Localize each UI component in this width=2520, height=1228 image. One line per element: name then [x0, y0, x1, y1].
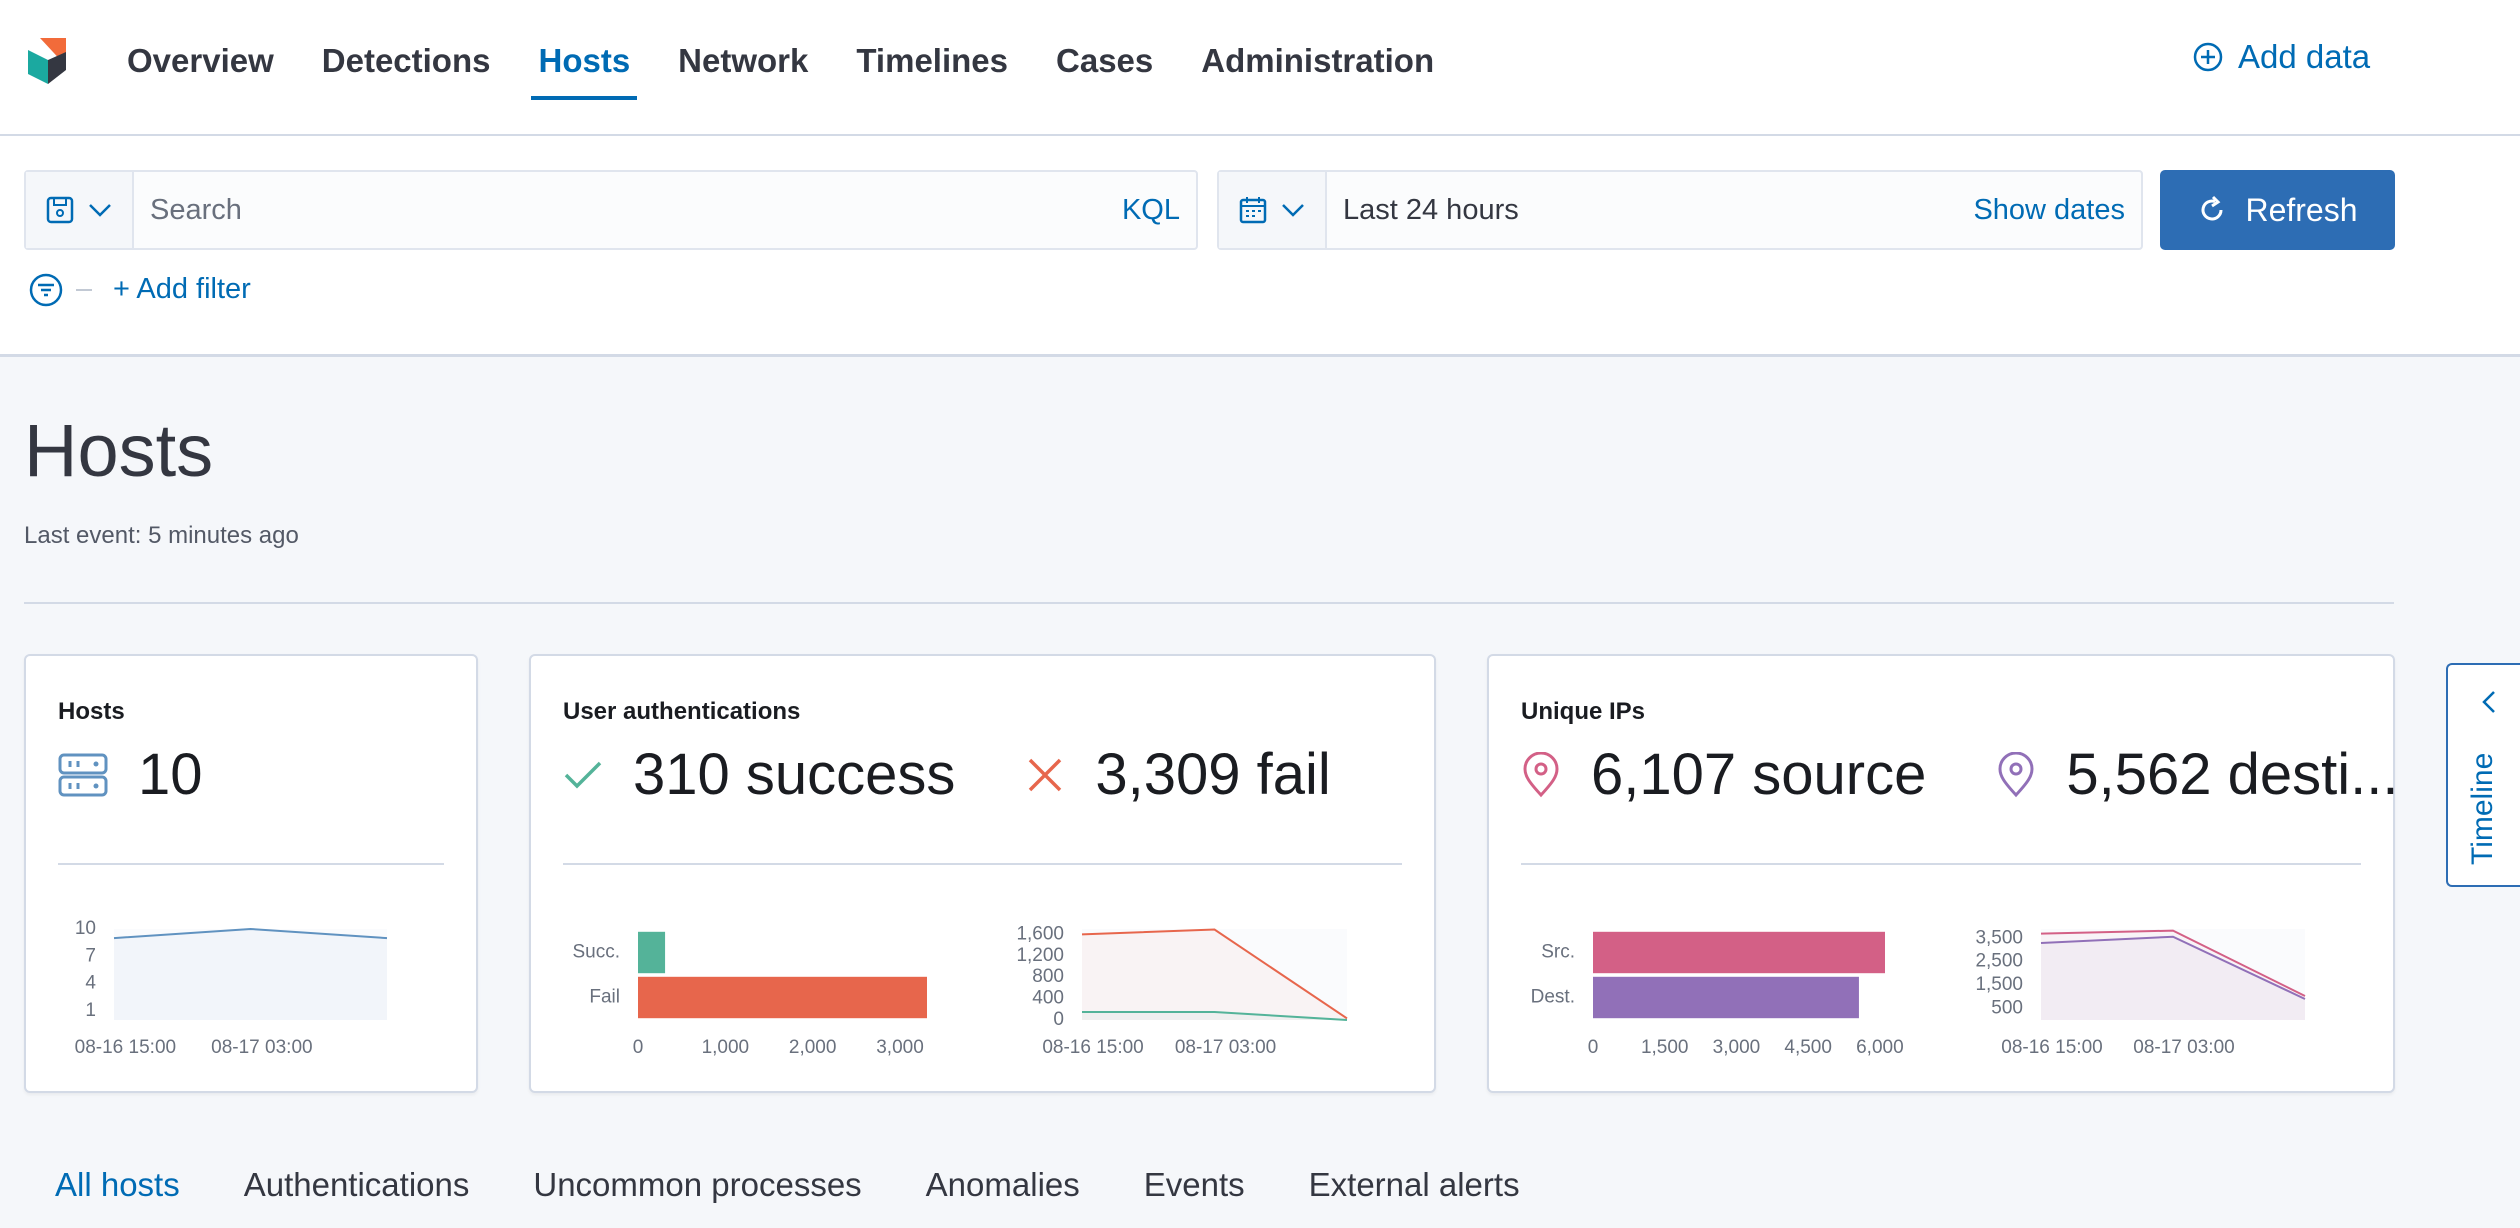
save-icon [46, 196, 74, 224]
check-icon [564, 761, 602, 788]
header: Overview Detections Hosts Network Timelines C… [0, 0, 2520, 136]
search-box[interactable]: Search KQL [24, 170, 1198, 250]
nav-item[interactable]: Administration [1201, 42, 1435, 79]
kql-toggle[interactable]: KQL [1121, 193, 1180, 226]
nav: Overview Detections Hosts Network Timelines C… [127, 0, 1434, 134]
stat: 6,107 source [1521, 741, 1926, 808]
stats: 6,107 source 5,562 desti... [1521, 741, 2398, 808]
stat: 5,562 desti... [1996, 741, 2398, 808]
nav-item[interactable]: Timelines [856, 42, 1009, 79]
stat-value: 310 success [633, 742, 956, 807]
tab[interactable]: Events [1143, 1166, 1245, 1203]
tab[interactable]: External alerts [1308, 1166, 1520, 1203]
host-icon [58, 753, 108, 796]
divider [24, 602, 2394, 604]
chevron-icon [89, 204, 111, 217]
card-divider [1521, 863, 2361, 865]
filter-icon[interactable] [28, 272, 118, 308]
unique-ips-card: Unique IPs 6,107 source 5,562 desti... [1487, 654, 2398, 1093]
card-title: Unique IPs [1521, 698, 1646, 725]
refresh-icon [2201, 195, 2223, 221]
refresh-button[interactable]: Refresh [2160, 170, 2395, 250]
stat-value: 5,562 desti... [2066, 742, 2399, 807]
chevron-icon [1282, 204, 1304, 217]
card-divider [563, 863, 1402, 865]
authentications-card: User authentications 310 success 3,309 f… [529, 654, 1436, 1093]
card-title: Hosts [58, 698, 125, 725]
timeline-flyout-button[interactable]: Timeline [2446, 663, 2520, 887]
stat: 310 success [563, 741, 955, 808]
stat: 3,309 fail [1025, 741, 1331, 808]
stats: 310 success 3,309 fail [563, 741, 1331, 808]
page-title: Hosts [24, 409, 214, 492]
tab[interactable]: Anomalies [925, 1166, 1080, 1203]
query-bar: Search KQL Last 24 hours Show dates Refr… [0, 136, 2520, 357]
pin-icon [1523, 751, 1559, 797]
plus-icon [2193, 42, 2223, 72]
nav-item[interactable]: Network [678, 42, 809, 79]
hosts-card: Hosts 10 [24, 654, 478, 1093]
add-data-text: Add data [2238, 38, 2371, 75]
pin-icon [1998, 751, 2034, 797]
nav-item[interactable]: Cases [1056, 42, 1154, 79]
date-picker[interactable]: Last 24 hours Show dates [1217, 170, 2143, 250]
stat: 10 [58, 741, 203, 808]
quick-select-button[interactable] [1219, 172, 1327, 248]
nav-item[interactable]: Hosts [531, 0, 637, 134]
tab[interactable]: All hosts [55, 1166, 180, 1203]
nav-item[interactable]: Detections [321, 42, 491, 79]
chevron-left-icon [2482, 691, 2495, 713]
add-data-link[interactable]: Add data [2192, 38, 2370, 76]
cross-icon [1029, 758, 1062, 791]
refresh-text: Refresh [2245, 191, 2358, 228]
logo[interactable] [26, 36, 70, 86]
calendar-icon [1239, 197, 1267, 224]
time-range: Last 24 hours [1343, 193, 1519, 226]
stats: 10 [58, 741, 203, 808]
stat-value: 10 [138, 742, 203, 807]
card-divider [58, 863, 444, 865]
card-title: User authentications [563, 698, 801, 725]
stat-value: 3,309 fail [1095, 742, 1331, 807]
search-placeholder: Search [150, 193, 242, 226]
show-dates[interactable]: Show dates [1973, 193, 2125, 226]
timeline-label: Timeline [2466, 752, 2499, 865]
tab[interactable]: Uncommon processes [533, 1166, 862, 1203]
tabs: All hosts Authentications Uncommon process… [55, 1166, 1520, 1204]
nav-item[interactable]: Overview [127, 42, 274, 79]
add-filter[interactable]: + Add filter [113, 273, 251, 305]
tab[interactable]: Authentications [243, 1166, 470, 1203]
stat-value: 6,107 source [1591, 742, 1927, 807]
saved-query-button[interactable] [26, 172, 134, 248]
last-event: Last event: 5 minutes ago [24, 522, 299, 549]
